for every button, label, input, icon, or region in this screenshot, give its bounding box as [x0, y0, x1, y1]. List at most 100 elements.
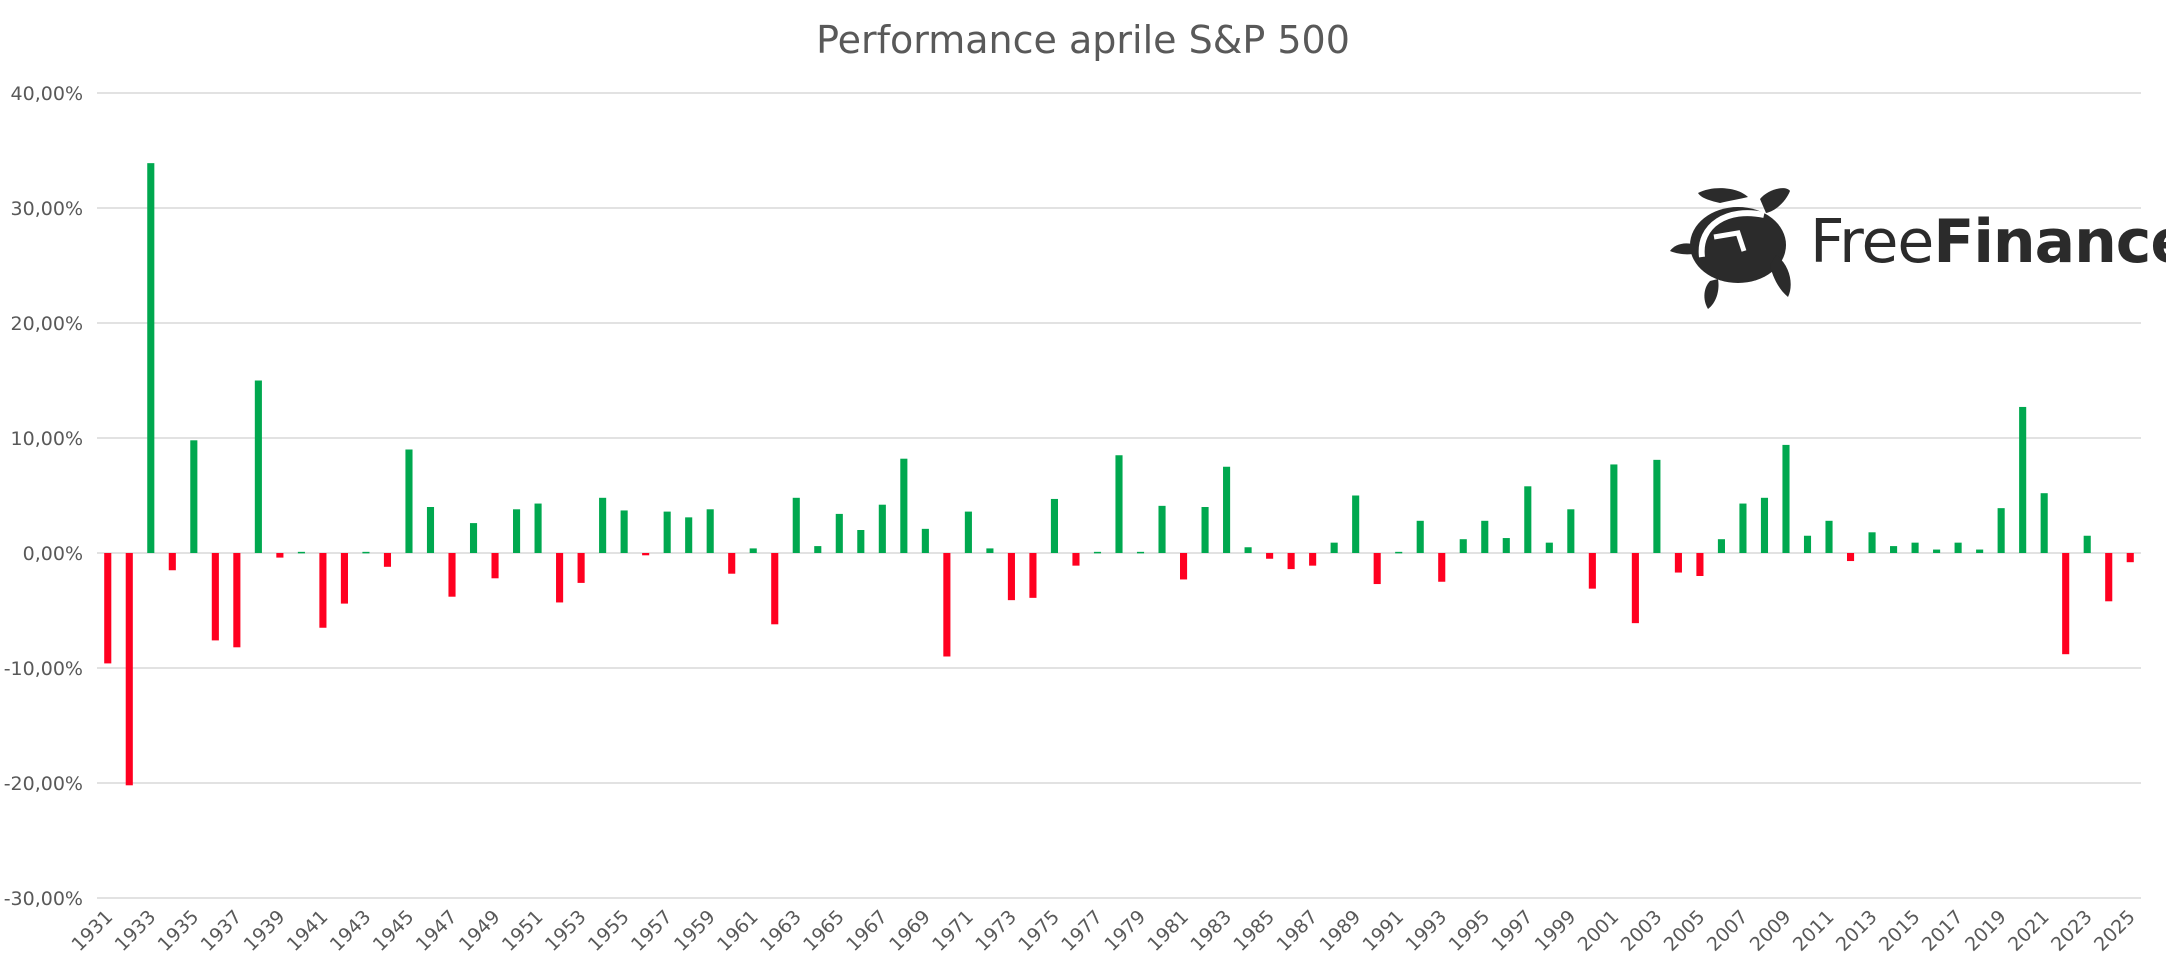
bar-1986 [1287, 553, 1295, 570]
bar-1978 [1115, 455, 1123, 553]
bars [104, 163, 2134, 786]
bar-1992 [1416, 520, 1424, 553]
bar-1968 [900, 458, 908, 553]
y-tick-label: -30,00% [4, 888, 83, 910]
bar-1932 [125, 553, 133, 786]
bar-1963 [792, 497, 800, 553]
bar-1997 [1524, 486, 1532, 553]
x-tick-label: 1959 [670, 906, 720, 956]
bar-1973 [1007, 553, 1015, 601]
bar-2011 [1825, 520, 1833, 553]
bar-1972 [986, 548, 994, 553]
x-tick-label: 1963 [756, 906, 806, 956]
bar-2007 [1739, 503, 1747, 553]
x-tick-label: 2001 [1574, 906, 1624, 956]
bar-1947 [448, 553, 456, 597]
x-tick-label: 1967 [842, 906, 892, 956]
x-tick-label: 1997 [1488, 906, 1538, 956]
x-tick-label: 2023 [2047, 906, 2097, 956]
bar-1955 [620, 510, 628, 553]
bar-1965 [835, 513, 843, 553]
bar-1952 [556, 553, 564, 603]
x-tick-label: 1975 [1014, 906, 1064, 956]
x-tick-label: 2009 [1746, 906, 1796, 956]
bar-1999 [1567, 509, 1575, 553]
bar-1950 [513, 509, 521, 553]
bar-1938 [254, 380, 262, 553]
bar-1943 [362, 551, 370, 554]
bar-1970 [943, 553, 951, 657]
x-tick-label: 2007 [1703, 906, 1753, 956]
bar-2015 [1911, 542, 1919, 553]
x-tick-label: 1953 [541, 906, 591, 956]
logo-text-finance: Finance [1933, 207, 2166, 277]
x-tick-label: 1983 [1186, 906, 1236, 956]
bar-1989 [1352, 495, 1360, 553]
x-tick-label: 1979 [1100, 906, 1150, 956]
bar-1959 [706, 509, 714, 553]
bar-1946 [426, 507, 435, 553]
freefinance-logo: FreeFinance [1668, 185, 2166, 310]
bar-2005 [1696, 553, 1704, 576]
bar-2004 [1674, 553, 1682, 573]
x-tick-label: 1939 [240, 906, 290, 956]
bar-1983 [1223, 466, 1231, 553]
x-tick-label: 1995 [1445, 906, 1495, 956]
bar-2017 [1954, 542, 1962, 553]
x-tick-label: 1977 [1057, 906, 1107, 956]
bar-1969 [921, 528, 929, 553]
bar-1995 [1481, 520, 1489, 553]
x-tick-label: 2017 [1918, 906, 1968, 956]
x-tick-label: 1957 [627, 906, 677, 956]
bar-1956 [642, 553, 650, 556]
logo-text: FreeFinance [1810, 207, 2166, 277]
bar-1944 [383, 553, 392, 567]
x-tick-label: 2025 [2090, 906, 2140, 956]
y-axis-ticks: 40,00% 30,00% 20,00% 10,00% 0,00% -10,00% -20,… [4, 83, 83, 910]
logo-text-free: Free [1810, 207, 1934, 277]
bar-1933 [147, 163, 155, 553]
x-tick-label: 2013 [1832, 906, 1882, 956]
x-tick-label: 1951 [498, 906, 548, 956]
bar-2018 [1976, 549, 1984, 553]
x-tick-label: 2005 [1660, 906, 1710, 956]
bar-1942 [340, 553, 348, 604]
bar-1945 [405, 449, 413, 553]
bar-1977 [1093, 551, 1102, 554]
x-tick-label: 2021 [2004, 906, 2054, 956]
x-tick-label: 1933 [111, 906, 161, 956]
x-tick-label: 2019 [1961, 906, 2011, 956]
x-tick-label: 1987 [1272, 906, 1322, 956]
bar-1962 [771, 553, 779, 625]
bar-1951 [534, 503, 542, 553]
x-tick-label: 1935 [154, 906, 204, 956]
chart-title: Performance aprile S&P 500 [816, 18, 1350, 62]
bar-1979 [1136, 551, 1145, 554]
bar-1941 [319, 553, 327, 628]
turtle-icon [1670, 188, 1791, 309]
bar-1975 [1050, 498, 1059, 553]
y-tick-label: -10,00% [4, 658, 83, 680]
bar-1987 [1309, 553, 1317, 566]
bar-1982 [1201, 507, 1209, 553]
y-tick-label: -20,00% [4, 773, 83, 795]
bar-2014 [1890, 546, 1898, 553]
bar-2023 [2083, 535, 2091, 553]
x-tick-label: 1941 [283, 906, 333, 956]
x-tick-label: 1981 [1143, 906, 1193, 956]
bar-1964 [814, 546, 822, 553]
bar-1993 [1438, 553, 1446, 582]
y-tick-label: 0,00% [23, 543, 83, 565]
bar-1957 [663, 511, 671, 553]
bar-1980 [1158, 505, 1166, 553]
x-tick-label: 2011 [1789, 906, 1839, 956]
bar-1967 [878, 504, 886, 553]
x-tick-label: 1949 [455, 906, 505, 956]
bar-2021 [2040, 493, 2048, 553]
x-axis-ticks: 1931193319351937193919411943194519471949… [68, 906, 2140, 956]
bar-1953 [577, 553, 585, 583]
bar-2019 [1997, 508, 2005, 553]
bar-1940 [297, 551, 305, 554]
bar-2002 [1631, 553, 1639, 624]
